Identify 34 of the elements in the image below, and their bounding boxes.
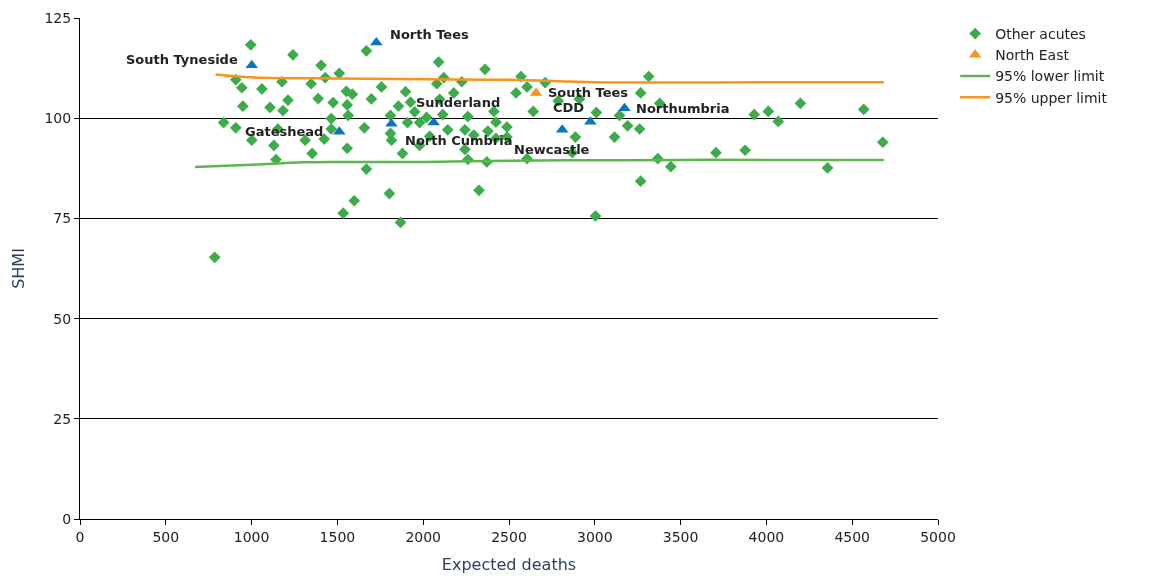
x-tick-label: 3500 bbox=[662, 528, 699, 545]
annotation: Gateshead bbox=[245, 124, 324, 139]
annotation: North Tees bbox=[390, 27, 469, 42]
y-tick-label: 100 bbox=[44, 110, 72, 127]
y-tick-label: 50 bbox=[53, 310, 72, 327]
x-tick-label: 4500 bbox=[834, 528, 871, 545]
annotation: Newcastle bbox=[514, 142, 590, 157]
x-tick-label: 3000 bbox=[576, 528, 613, 545]
legend-label: North East bbox=[995, 47, 1070, 64]
annotation: Northumbria bbox=[636, 101, 730, 116]
x-tick-label: 4000 bbox=[748, 528, 785, 545]
annotation: South Tees bbox=[548, 85, 629, 100]
annotation: South Tyneside bbox=[126, 52, 238, 67]
y-axis-title: SHMI bbox=[9, 248, 29, 289]
legend-label: Other acutes bbox=[995, 26, 1086, 43]
point bbox=[245, 59, 259, 69]
legend-label: 95% lower limit bbox=[995, 68, 1105, 85]
point bbox=[370, 36, 383, 46]
x-tick-label: 1500 bbox=[319, 528, 356, 545]
x-tick-label: 0 bbox=[75, 528, 85, 545]
x-tick-label: 500 bbox=[152, 528, 180, 545]
y-tick-label: 0 bbox=[62, 510, 72, 527]
x-tick-label: 5000 bbox=[920, 528, 956, 545]
annotation: CDD bbox=[553, 100, 585, 115]
y-tick-label: 25 bbox=[53, 410, 72, 427]
legend-label: 95% upper limit bbox=[995, 89, 1108, 106]
y-tick-label: 75 bbox=[53, 210, 72, 227]
x-tick-label: 1000 bbox=[233, 528, 270, 545]
line-series bbox=[193, 158, 886, 169]
x-tick-label: 2500 bbox=[491, 528, 527, 545]
x-axis-title: Expected deaths bbox=[441, 555, 577, 575]
x-tick-label: 2000 bbox=[405, 528, 442, 545]
annotation: Sunderland bbox=[416, 95, 501, 110]
y-tick-label: 125 bbox=[44, 9, 72, 26]
